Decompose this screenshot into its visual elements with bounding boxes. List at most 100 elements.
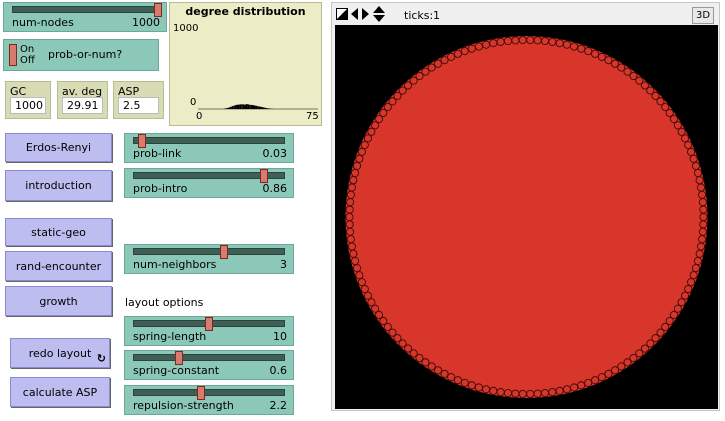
slider-thumb[interactable]: [138, 134, 147, 148]
slider-thumb[interactable]: [174, 351, 183, 365]
slider-thumb[interactable]: [220, 245, 229, 259]
vertical-arrows-icon[interactable]: [373, 6, 385, 22]
network-node: [346, 227, 355, 236]
network-view: [345, 35, 708, 399]
network-node: [640, 344, 649, 353]
switch-off-label: Off: [20, 55, 35, 66]
network-node: [591, 49, 600, 58]
ticks-value: 1: [433, 9, 440, 22]
network-node: [351, 168, 360, 178]
slider-track[interactable]: [133, 248, 285, 255]
network-node: [689, 271, 698, 280]
network-node: [383, 322, 392, 331]
slider-track[interactable]: [133, 354, 285, 361]
network-node: [379, 108, 388, 118]
slider-thumb[interactable]: [154, 3, 162, 17]
network-node: [352, 264, 362, 273]
network-node: [687, 278, 696, 287]
network-node: [699, 212, 708, 222]
slider-track[interactable]: [133, 389, 285, 396]
histogram-bar: [230, 106, 232, 109]
network-node: [687, 147, 696, 156]
network-node: [651, 91, 660, 100]
network-node: [661, 103, 670, 112]
repulsion-strength-slider[interactable]: repulsion-strength 2.2: [124, 385, 294, 415]
network-node: [433, 366, 443, 375]
link-mass: [345, 36, 708, 398]
network-node: [398, 86, 407, 95]
world-canvas[interactable]: [335, 25, 718, 409]
horizontal-arrows-icon[interactable]: [351, 8, 369, 20]
introduction-button[interactable]: introduction: [5, 170, 112, 201]
network-node: [570, 42, 579, 51]
network-node: [371, 304, 380, 313]
slider-thumb[interactable]: [205, 317, 213, 331]
num-neighbors-slider[interactable]: num-neighbors 3: [124, 244, 294, 274]
slider-track[interactable]: [133, 137, 285, 144]
network-node: [698, 227, 707, 236]
redo-layout-button[interactable]: redo layout ↻: [10, 338, 110, 368]
network-node: [363, 291, 373, 300]
network-node: [379, 316, 388, 326]
plot-y-max-label: 1000: [173, 23, 199, 34]
network-node: [540, 36, 550, 46]
network-node: [489, 386, 498, 395]
network-node: [474, 42, 483, 51]
monitor-value: 29.91: [62, 97, 103, 114]
spring-length-slider[interactable]: spring-length 10: [124, 316, 294, 346]
network-node: [357, 147, 366, 156]
histogram-bar: [231, 106, 234, 109]
histogram-bar: [236, 104, 238, 109]
network-node: [677, 298, 686, 307]
ticks-label: ticks:: [404, 9, 434, 22]
slider-value: 3: [280, 258, 287, 271]
network-node: [474, 383, 483, 392]
network-node: [345, 220, 354, 229]
spring-constant-slider[interactable]: spring-constant 0.6: [124, 350, 294, 380]
num-nodes-slider[interactable]: num-nodes 1000: [3, 2, 167, 32]
prob-or-num-switch[interactable]: On Off prob-or-num?: [3, 39, 159, 71]
network-node: [629, 71, 638, 81]
network-node: [562, 40, 571, 49]
network-node: [489, 39, 498, 48]
switch-toggle[interactable]: [9, 44, 17, 66]
network-node: [548, 388, 557, 397]
network-node: [349, 176, 358, 185]
static-geo-button[interactable]: static-geo: [5, 218, 112, 246]
histogram-bar: [244, 104, 246, 109]
slider-value: 0.03: [262, 147, 288, 160]
growth-button[interactable]: growth: [5, 286, 112, 316]
histogram-bar: [262, 107, 264, 109]
histogram-bar: [246, 104, 248, 109]
histogram-bar: [234, 105, 237, 109]
histogram-bar: [268, 108, 270, 109]
slider-track[interactable]: [12, 6, 158, 13]
button-label: redo layout: [28, 346, 92, 360]
layer-toggle-icon[interactable]: [336, 8, 348, 20]
layout-options-note: layout options: [125, 296, 204, 309]
3d-view-button[interactable]: 3D: [692, 7, 714, 24]
slider-track[interactable]: [133, 172, 285, 179]
slider-thumb[interactable]: [197, 386, 206, 400]
network-node: [673, 304, 682, 313]
network-node: [346, 190, 355, 199]
switch-on-label: On: [20, 44, 35, 55]
histogram-bar: [249, 104, 251, 109]
histogram-bar: [255, 105, 258, 109]
prob-intro-slider[interactable]: prob-intro 0.86: [124, 168, 294, 198]
calculate-asp-button[interactable]: calculate ASP: [10, 377, 110, 407]
network-node: [440, 369, 449, 378]
erdos-renyi-button[interactable]: Erdos-Renyi: [5, 133, 112, 162]
slider-value: 0.6: [269, 364, 288, 377]
prob-link-slider[interactable]: prob-link 0.03: [124, 133, 294, 163]
network-node: [656, 97, 665, 106]
network-node: [584, 47, 593, 56]
network-node: [383, 103, 392, 112]
slider-thumb[interactable]: [259, 169, 268, 183]
rand-encounter-button[interactable]: rand-encounter: [5, 251, 112, 281]
monitor-value: 2.5: [118, 97, 159, 114]
network-node: [597, 52, 606, 61]
network-node: [518, 35, 527, 45]
network-node: [360, 140, 369, 150]
histogram-bar: [247, 104, 250, 109]
